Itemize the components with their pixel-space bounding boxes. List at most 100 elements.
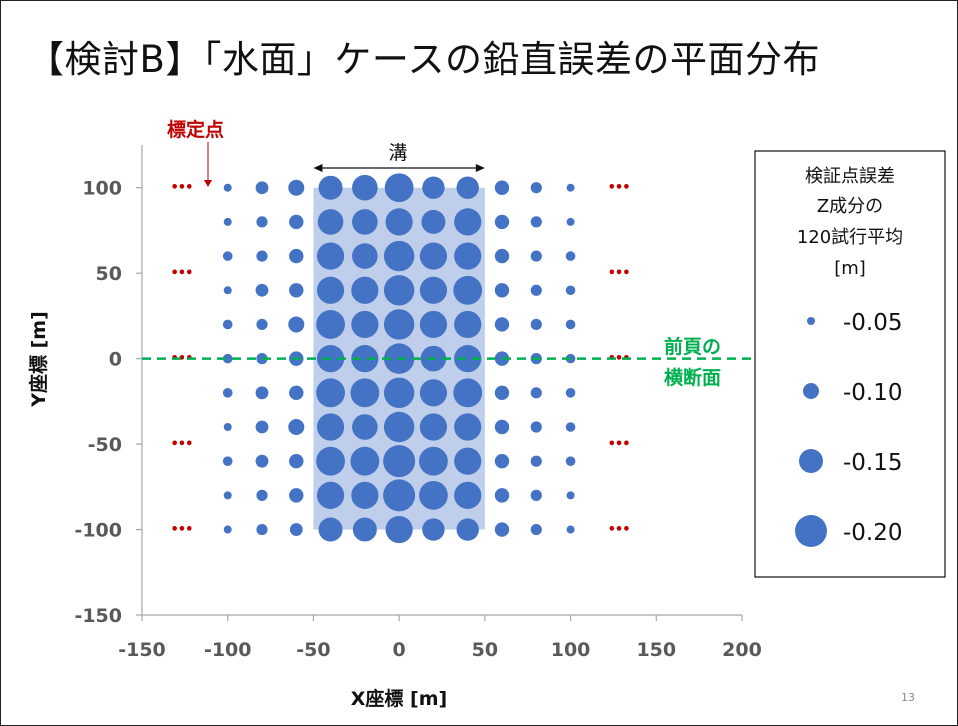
data-point (223, 183, 232, 192)
data-point (494, 522, 510, 537)
data-point (316, 276, 345, 304)
x-axis-title: X座標 [m] (351, 687, 447, 710)
data-point (530, 387, 542, 399)
trench-arrow-left-head (313, 164, 323, 172)
reference-point: ••• (608, 437, 630, 452)
data-point (383, 275, 415, 306)
data-point (419, 379, 448, 407)
data-point (530, 455, 542, 467)
legend-marker (807, 317, 815, 325)
data-point (351, 310, 379, 339)
reference-point-arrow-head (204, 180, 212, 187)
data-point (454, 481, 482, 509)
data-point (454, 447, 482, 475)
trench-arrow-right-head (475, 164, 485, 172)
trench-label: 溝 (388, 142, 407, 164)
data-point (454, 310, 482, 339)
data-point (385, 208, 413, 236)
data-point (494, 248, 510, 264)
axes-layer: -150 -100 -50 0 50 100 150 200 -150 -100 -50 0 50 10… (27, 145, 762, 710)
reference-point: ••• (608, 523, 630, 538)
reference-points: ••• ••• ••• ••• ••• ••• ••• ••• ••• ••• (170, 181, 630, 538)
data-point (530, 216, 542, 228)
data-point (566, 525, 575, 534)
data-point (256, 489, 268, 501)
data-point (288, 419, 305, 435)
data-point (318, 175, 343, 200)
reference-point: ••• (170, 352, 192, 367)
legend-entries: -0.05 -0.10 -0.15 -0.20 (795, 310, 903, 547)
data-point (419, 242, 448, 270)
data-point (352, 517, 377, 542)
data-point (289, 523, 303, 536)
y-axis-title: Y座標 [m] (27, 311, 50, 408)
data-point (289, 385, 304, 401)
data-point (316, 446, 345, 476)
legend-label: -0.10 (843, 380, 903, 406)
data-point (351, 276, 379, 304)
data-point (256, 216, 268, 228)
data-point (454, 242, 482, 270)
data-point (383, 309, 415, 340)
data-point (566, 183, 575, 192)
y-tick-label: 100 (82, 178, 122, 200)
reference-point-label: 標定点 (167, 118, 224, 141)
y-tick-label: -100 (74, 520, 122, 542)
section-line-label: 横断面 (664, 366, 721, 389)
data-point (352, 243, 378, 269)
data-point (222, 388, 233, 398)
data-point (352, 414, 378, 440)
data-point (494, 317, 510, 332)
data-point (222, 456, 233, 466)
data-point (565, 422, 576, 432)
data-point (255, 386, 269, 400)
data-point (352, 174, 378, 201)
slide-title: 【検討B】「水面」ケースの鉛直誤差の平面分布 (27, 38, 821, 81)
data-point (494, 214, 510, 230)
data-point (255, 181, 269, 195)
data-point (288, 316, 305, 333)
data-point (223, 423, 232, 431)
data-point (422, 176, 445, 199)
data-point (530, 318, 542, 331)
legend: 検証点誤差 Z成分の 120試行平均 [m] -0.05-0.10-0.15-0… (754, 150, 946, 578)
data-point (289, 453, 304, 469)
data-point (289, 248, 304, 264)
legend-title-line: Z成分の (817, 196, 883, 217)
data-point (565, 251, 576, 261)
data-point (530, 250, 542, 262)
data-point (316, 378, 345, 408)
data-point (316, 242, 345, 270)
data-point (384, 173, 414, 203)
data-point (383, 377, 415, 409)
y-axis-ticks: -150 -100 -50 0 50 100 (74, 178, 142, 627)
data-point (530, 489, 542, 501)
y-tick-label: 0 (109, 349, 122, 371)
legend-title-line: [m] (834, 258, 866, 279)
reference-point: ••• (170, 181, 192, 196)
data-point (255, 420, 269, 434)
reference-point: ••• (170, 523, 192, 538)
data-points (222, 173, 576, 544)
x-tick-label: 100 (551, 639, 591, 661)
data-point (383, 479, 416, 512)
data-point (385, 515, 413, 544)
data-point (421, 209, 446, 234)
data-point (494, 488, 510, 503)
data-point (565, 285, 576, 296)
data-point (383, 445, 416, 478)
data-point (565, 388, 576, 398)
legend-label: -0.15 (843, 450, 903, 476)
data-point (494, 453, 510, 469)
data-point (222, 251, 233, 261)
data-point (289, 214, 304, 230)
data-point (351, 345, 379, 373)
data-point (255, 454, 269, 468)
data-point (454, 345, 482, 373)
data-point (494, 419, 510, 435)
data-point (383, 411, 415, 443)
legend-marker (795, 515, 827, 547)
data-point (419, 310, 448, 339)
data-point (530, 182, 542, 194)
